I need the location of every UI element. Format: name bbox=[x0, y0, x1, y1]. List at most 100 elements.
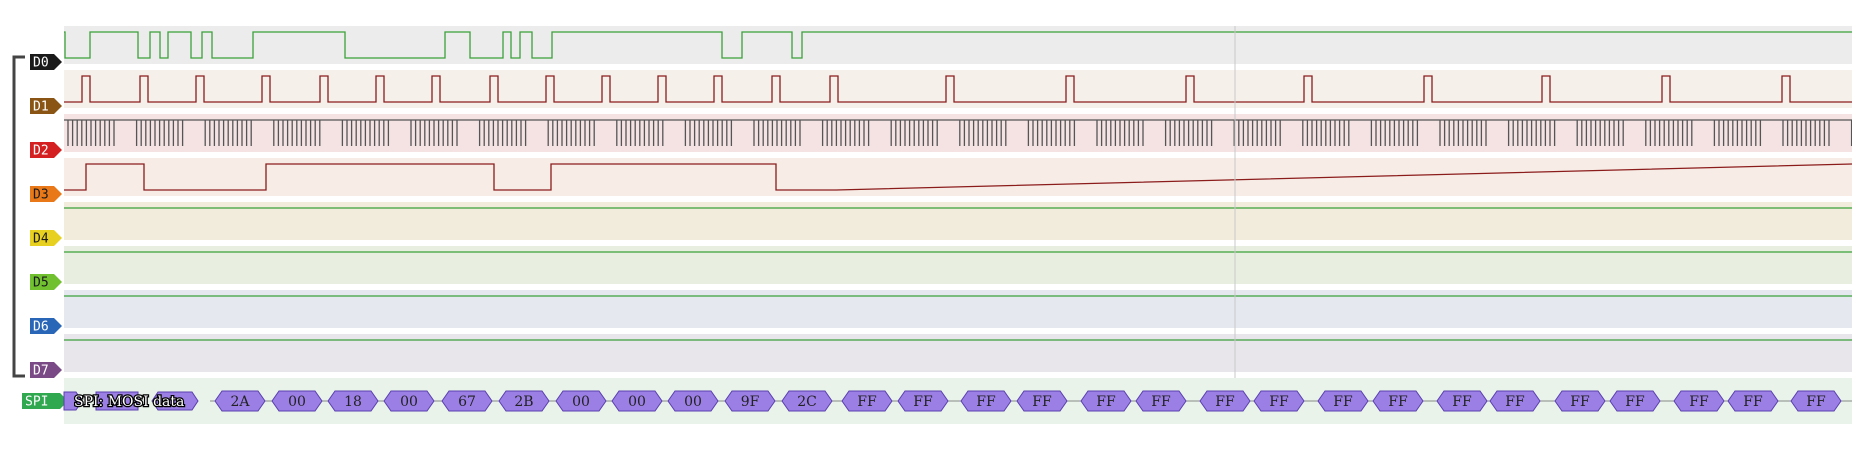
byte-cell bbox=[555, 390, 607, 412]
byte-value: 2A bbox=[230, 394, 250, 410]
decoded-byte[interactable]: 9F bbox=[724, 390, 776, 412]
channel-name: D2 bbox=[33, 144, 49, 159]
decoded-byte[interactable]: FF bbox=[1135, 390, 1187, 412]
byte-value: FF bbox=[1743, 394, 1763, 410]
byte-cell bbox=[960, 390, 1012, 412]
channel-label-d3[interactable]: D3 bbox=[30, 186, 62, 203]
byte-value: FF bbox=[1388, 394, 1408, 410]
decoded-byte[interactable]: FF bbox=[1489, 390, 1541, 412]
byte-value: 00 bbox=[288, 394, 306, 410]
decoded-byte[interactable]: 00 bbox=[667, 390, 719, 412]
waveform-d3 bbox=[64, 163, 1852, 191]
decoded-byte[interactable]: FF bbox=[1554, 390, 1606, 412]
byte-value: FF bbox=[1570, 394, 1590, 410]
byte-value: FF bbox=[1806, 394, 1826, 410]
byte-cell bbox=[1080, 390, 1132, 412]
decoded-byte[interactable]: FF bbox=[1727, 390, 1779, 412]
byte-cell bbox=[214, 390, 266, 412]
byte-cell bbox=[1489, 390, 1541, 412]
decoded-byte[interactable]: 00 bbox=[611, 390, 663, 412]
byte-cell bbox=[897, 390, 949, 412]
channel-label-d1[interactable]: D1 bbox=[30, 98, 62, 115]
byte-value: FF bbox=[1032, 394, 1052, 410]
decoded-byte[interactable]: 00 bbox=[383, 390, 435, 412]
byte-value: FF bbox=[1625, 394, 1645, 410]
spi-decoder-row: SPI SPI: MOSI data 2A 00 18 00 67 2B 00 00 00 9F 2C F… bbox=[22, 378, 1852, 424]
byte-value: FF bbox=[857, 394, 877, 410]
group-bracket[interactable] bbox=[12, 55, 25, 378]
waveform-d0 bbox=[64, 31, 1852, 59]
decoded-byte[interactable]: FF bbox=[960, 390, 1012, 412]
byte-cell bbox=[1436, 390, 1488, 412]
decoded-byte[interactable]: FF bbox=[1016, 390, 1068, 412]
byte-cell bbox=[1199, 390, 1251, 412]
decoded-byte[interactable]: FF bbox=[1790, 390, 1842, 412]
decoded-byte[interactable]: FF bbox=[1199, 390, 1251, 412]
decoded-byte[interactable]: FF bbox=[1080, 390, 1132, 412]
channel-tag bbox=[30, 362, 62, 378]
decoded-byte[interactable]: FF bbox=[841, 390, 893, 412]
byte-value: FF bbox=[1151, 394, 1171, 410]
byte-cell bbox=[1673, 390, 1725, 412]
byte-value: 2B bbox=[514, 394, 533, 410]
byte-cell bbox=[327, 390, 379, 412]
channel-name: D6 bbox=[33, 320, 49, 335]
decoded-byte[interactable]: FF bbox=[1372, 390, 1424, 412]
decoded-byte[interactable]: FF bbox=[1253, 390, 1305, 412]
waveform-d2 bbox=[64, 119, 1852, 146]
byte-cell bbox=[1790, 390, 1842, 412]
decoded-byte[interactable]: FF bbox=[1673, 390, 1725, 412]
byte-cell bbox=[441, 390, 493, 412]
byte-value: FF bbox=[976, 394, 996, 410]
decoded-byte[interactable]: 2B bbox=[498, 390, 550, 412]
channel-tag bbox=[30, 230, 62, 246]
channel-label-d5[interactable]: D5 bbox=[30, 274, 62, 291]
byte-value: FF bbox=[1689, 394, 1709, 410]
byte-cell bbox=[1554, 390, 1606, 412]
byte-cell bbox=[724, 390, 776, 412]
decoded-byte[interactable]: 18 bbox=[327, 390, 379, 412]
channel-tag bbox=[30, 186, 62, 202]
decoder-name: SPI bbox=[25, 395, 48, 410]
byte-cell bbox=[1253, 390, 1305, 412]
decoded-byte[interactable]: FF bbox=[1436, 390, 1488, 412]
decoded-byte[interactable]: 00 bbox=[271, 390, 323, 412]
channel-label-d6[interactable]: D6 bbox=[30, 318, 62, 335]
channel-name: D3 bbox=[33, 188, 49, 203]
decoded-byte[interactable]: FF bbox=[897, 390, 949, 412]
byte-cell bbox=[498, 390, 550, 412]
byte-value: 9F bbox=[741, 394, 760, 410]
channel-tag bbox=[30, 54, 62, 70]
byte-value: FF bbox=[913, 394, 933, 410]
decoder-start-marker bbox=[63, 391, 83, 411]
channel-label-d7[interactable]: D7 bbox=[30, 362, 62, 379]
byte-value: FF bbox=[1505, 394, 1525, 410]
byte-value: FF bbox=[1096, 394, 1116, 410]
byte-value: FF bbox=[1452, 394, 1472, 410]
decoded-byte[interactable]: 2C bbox=[781, 390, 833, 412]
byte-value: 00 bbox=[400, 394, 418, 410]
decoded-byte[interactable]: 2A bbox=[214, 390, 266, 412]
channel-tag bbox=[30, 318, 62, 334]
decoded-byte[interactable]: FF bbox=[1609, 390, 1661, 412]
byte-value: FF bbox=[1333, 394, 1353, 410]
channel-name: D7 bbox=[33, 364, 49, 379]
decoded-byte[interactable]: FF bbox=[1317, 390, 1369, 412]
byte-cell bbox=[611, 390, 663, 412]
channel-tag bbox=[30, 142, 62, 158]
byte-cell bbox=[271, 390, 323, 412]
byte-cell bbox=[781, 390, 833, 412]
channel-tag bbox=[30, 98, 62, 114]
channel-label-d4[interactable]: D4 bbox=[30, 230, 62, 247]
byte-value: 67 bbox=[458, 394, 476, 410]
decoder-marker bbox=[151, 391, 199, 411]
byte-value: 2C bbox=[797, 394, 817, 410]
decoder-label[interactable]: SPI bbox=[22, 393, 68, 410]
decoded-byte[interactable]: 00 bbox=[555, 390, 607, 412]
channel-tag bbox=[30, 274, 62, 290]
channel-label-d0[interactable]: D0 bbox=[30, 54, 62, 71]
byte-cell bbox=[1372, 390, 1424, 412]
decoded-byte[interactable]: 67 bbox=[441, 390, 493, 412]
channel-label-d2[interactable]: D2 bbox=[30, 142, 62, 159]
